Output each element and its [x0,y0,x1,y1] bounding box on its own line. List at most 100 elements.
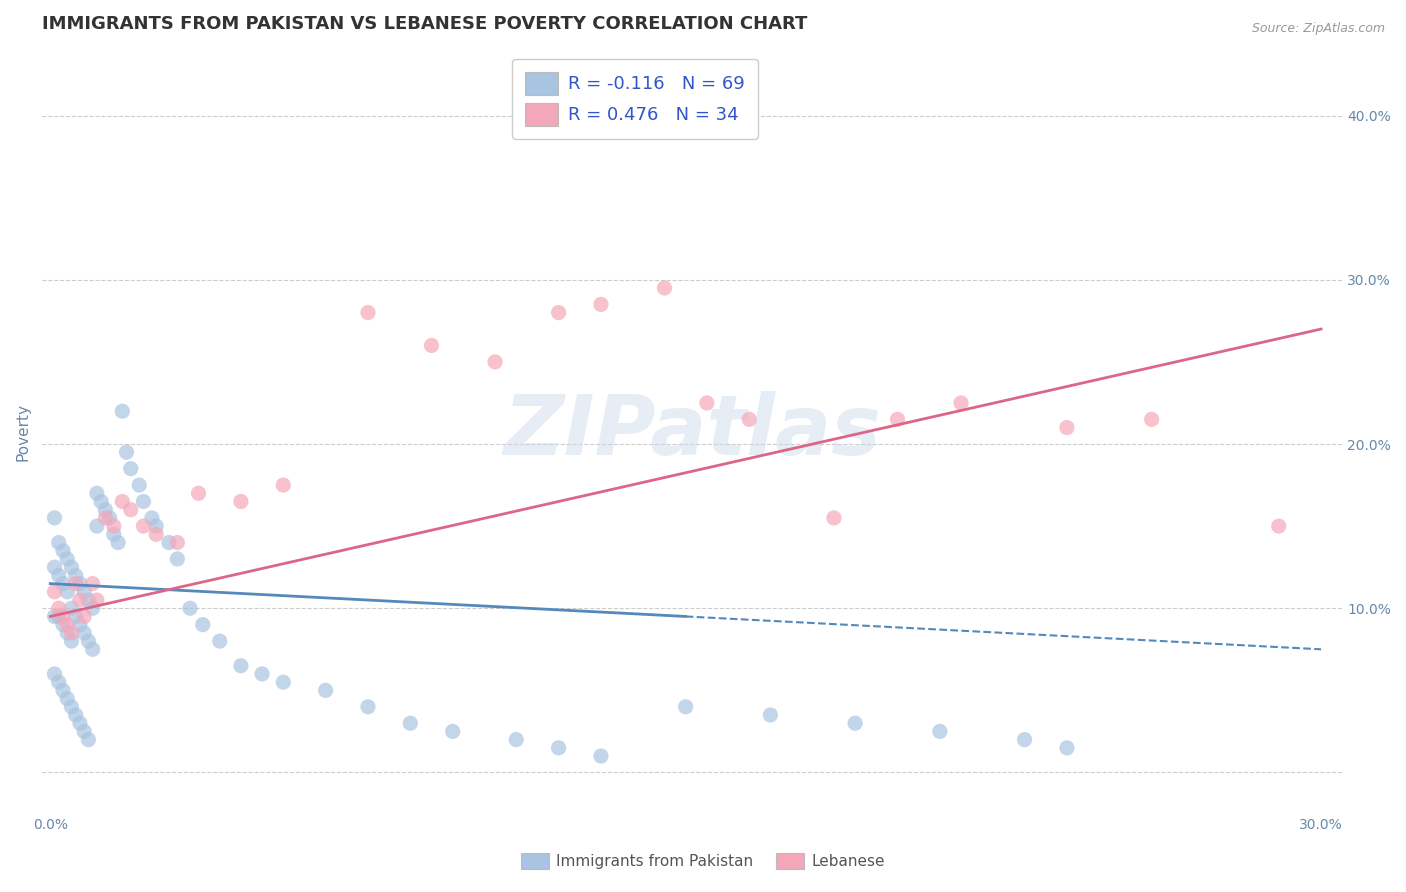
Point [65,708,87,723]
Point [56,617,79,632]
Point [547,305,569,319]
Point [65,568,87,582]
Point [111,404,134,418]
Point [399,716,422,731]
Point [56,552,79,566]
Point [52,609,75,624]
Point [52,543,75,558]
Point [73,609,96,624]
Point [120,461,142,475]
Point [56,584,79,599]
Text: IMMIGRANTS FROM PAKISTAN VS LEBANESE POVERTY CORRELATION CHART: IMMIGRANTS FROM PAKISTAN VS LEBANESE POV… [42,15,807,33]
Point [589,297,612,311]
Point [191,617,214,632]
Point [145,527,167,541]
Y-axis label: Poverty: Poverty [15,402,30,460]
Point [928,724,950,739]
Point [886,412,908,426]
Point [94,502,117,516]
Point [69,576,91,591]
Point [208,634,231,648]
Point [56,691,79,706]
Point [1056,740,1078,755]
Point [44,560,66,574]
Point [441,724,464,739]
Point [759,708,782,723]
Point [60,560,83,574]
Point [90,494,112,508]
Point [65,576,87,591]
Point [69,593,91,607]
Point [94,511,117,525]
Point [52,576,75,591]
Point [654,281,676,295]
Point [115,445,138,459]
Point [77,634,100,648]
Point [60,626,83,640]
Point [271,478,294,492]
Point [73,724,96,739]
Point [145,519,167,533]
Point [48,535,70,549]
Point [77,732,100,747]
Point [738,412,761,426]
Point [229,494,252,508]
Point [44,667,66,681]
Point [187,486,209,500]
Point [589,749,612,764]
Point [52,617,75,632]
Point [229,658,252,673]
Point [1267,519,1289,533]
Point [60,699,83,714]
Point [166,552,188,566]
Point [52,683,75,698]
Point [82,576,104,591]
Point [1140,412,1163,426]
Point [44,584,66,599]
Point [60,634,83,648]
Point [132,494,155,508]
Point [132,519,155,533]
Point [60,601,83,615]
Point [48,568,70,582]
Point [357,699,380,714]
Point [44,511,66,525]
Point [73,584,96,599]
Point [844,716,866,731]
Point [69,716,91,731]
Point [547,740,569,755]
Point [420,338,443,352]
Point [357,305,380,319]
Point [823,511,845,525]
Point [179,601,201,615]
Point [48,675,70,690]
Point [82,642,104,657]
Point [505,732,527,747]
Point [1056,420,1078,434]
Point [675,699,697,714]
Point [107,535,129,549]
Point [157,535,180,549]
Point [271,675,294,690]
Point [48,601,70,615]
Point [250,667,273,681]
Point [103,527,125,541]
Point [86,486,108,500]
Point [120,502,142,516]
Point [77,593,100,607]
Legend: Immigrants from Pakistan, Lebanese: Immigrants from Pakistan, Lebanese [515,847,891,875]
Point [950,396,973,410]
Point [111,494,134,508]
Point [69,617,91,632]
Point [696,396,718,410]
Point [44,609,66,624]
Point [315,683,337,698]
Legend: R = -0.116   N = 69, R = 0.476   N = 34: R = -0.116 N = 69, R = 0.476 N = 34 [513,59,758,138]
Point [98,511,121,525]
Point [82,601,104,615]
Point [48,609,70,624]
Point [141,511,163,525]
Point [128,478,150,492]
Point [103,519,125,533]
Point [484,355,506,369]
